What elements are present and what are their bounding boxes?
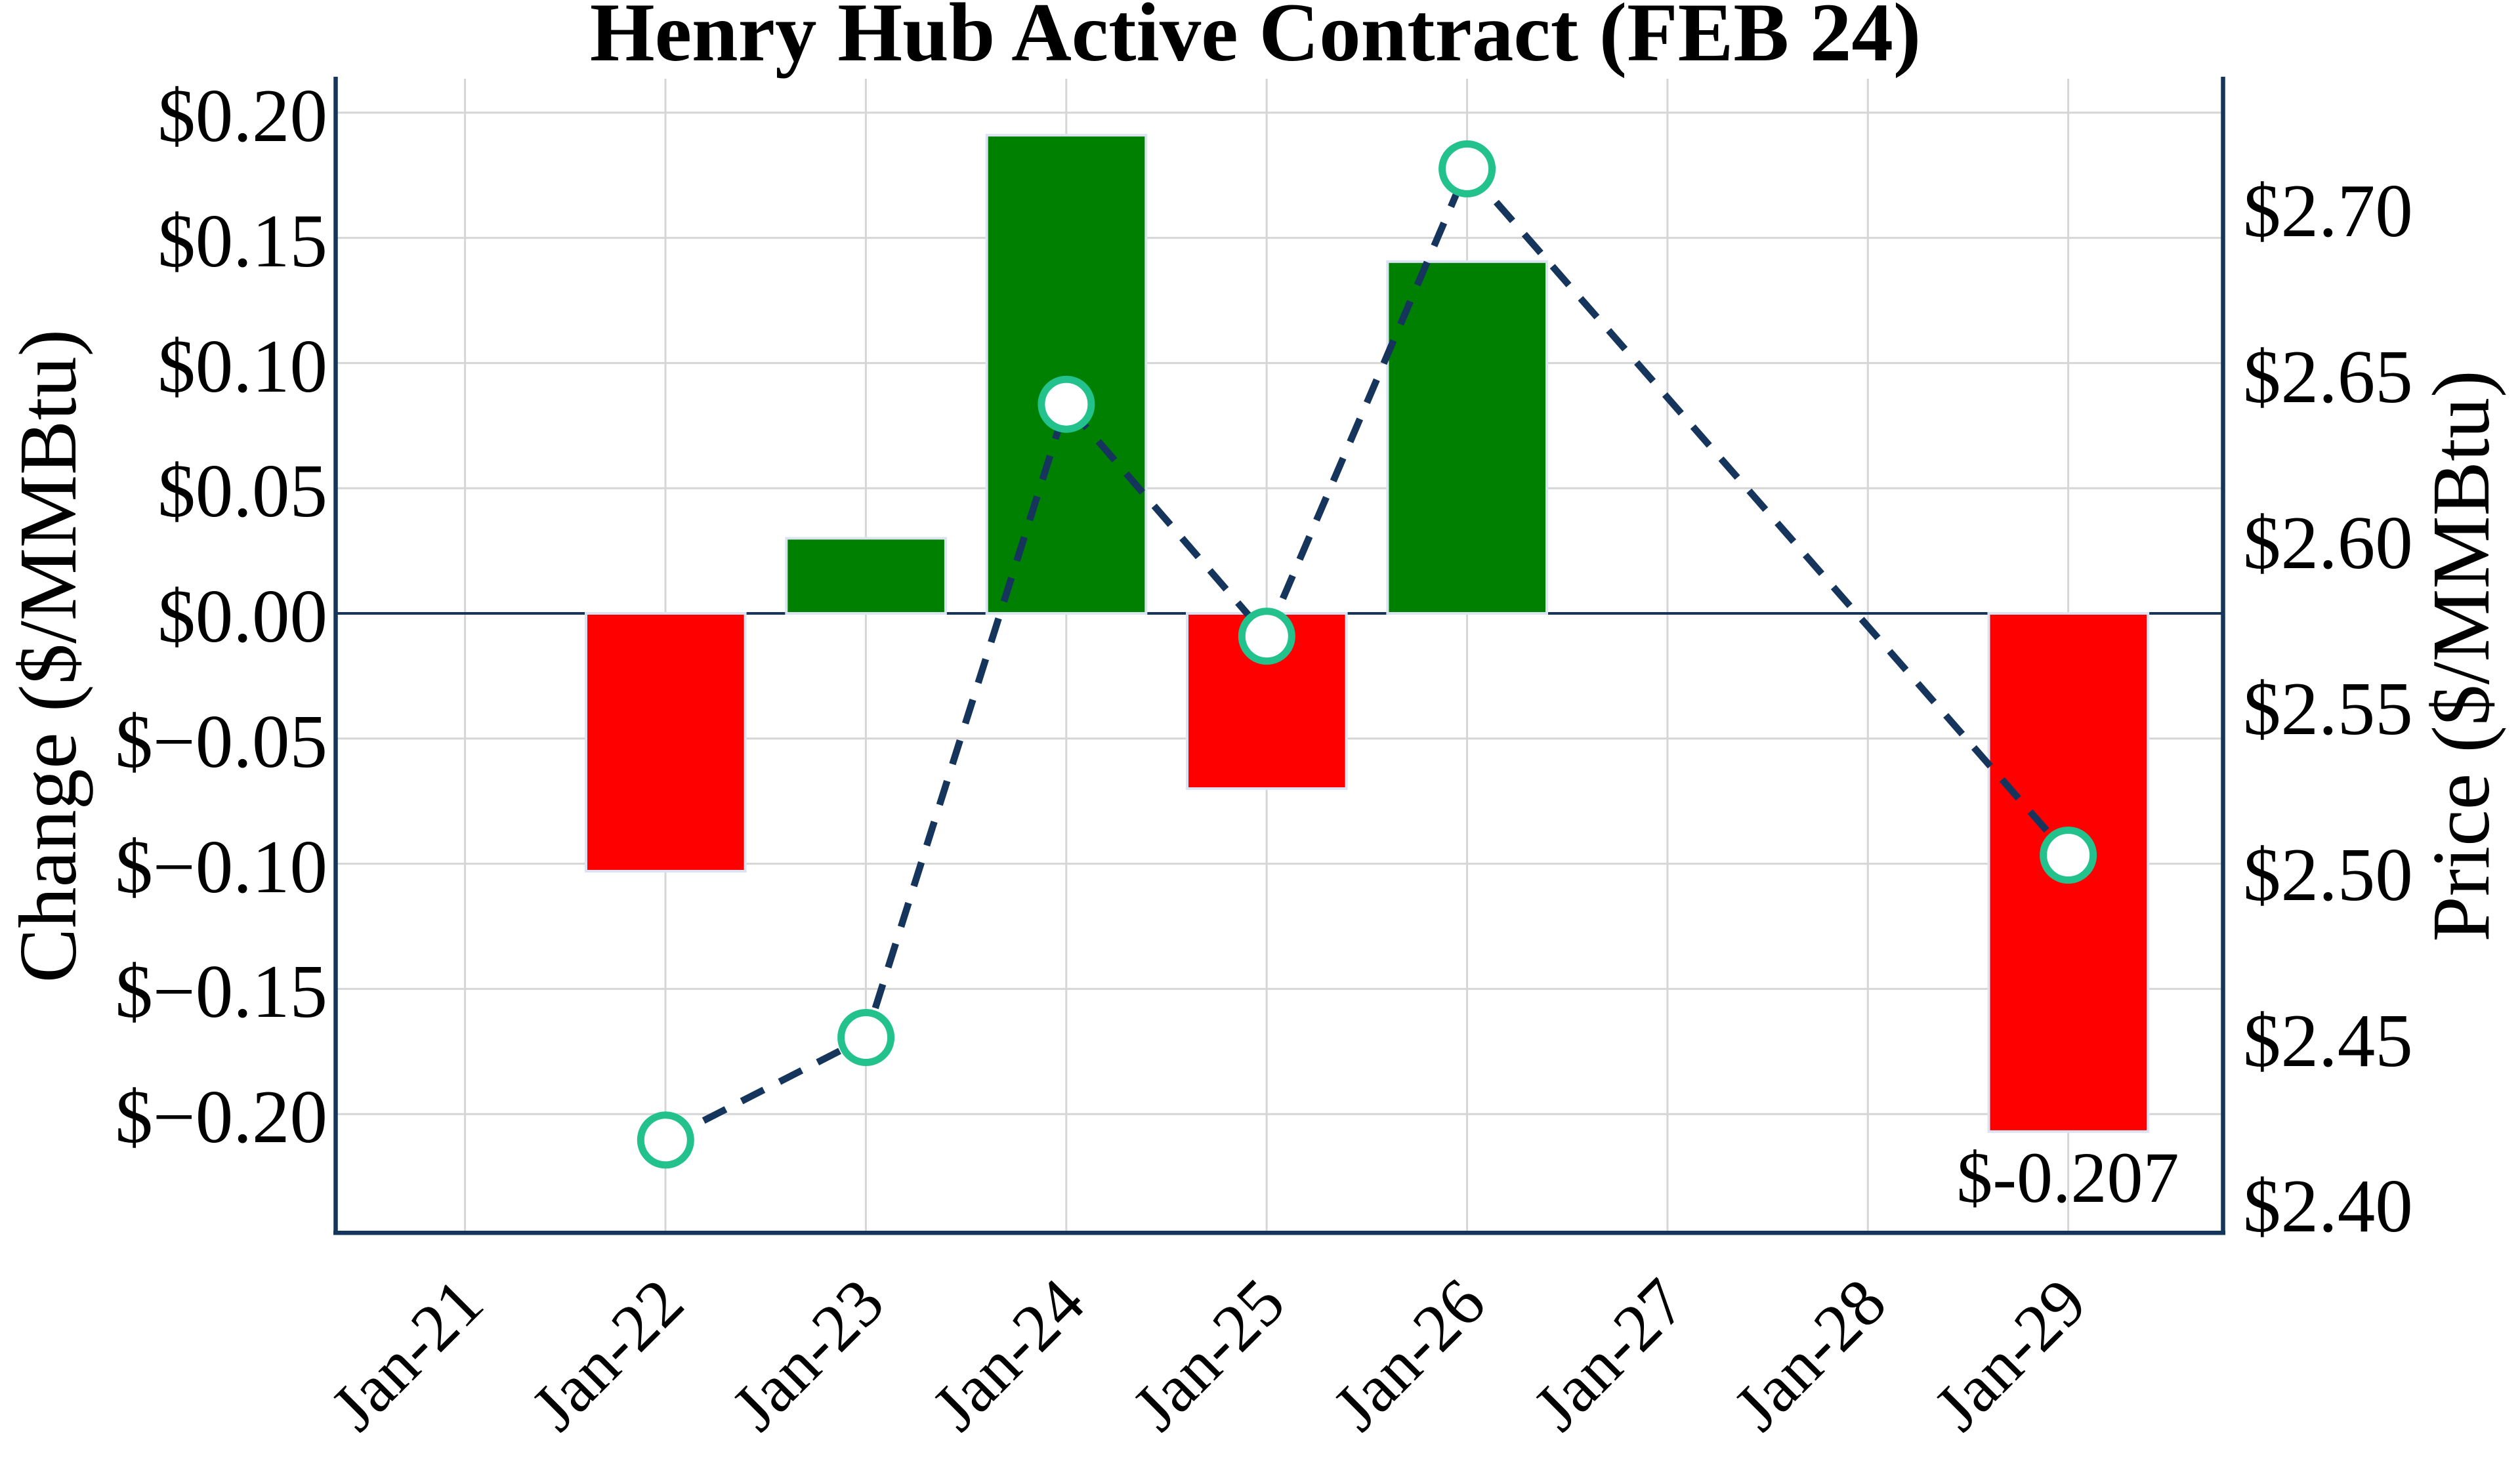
svg-text:$2.70: $2.70: [2243, 169, 2413, 253]
svg-text:Price ($/MMBtu): Price ($/MMBtu): [2416, 370, 2507, 941]
svg-text:$2.55: $2.55: [2243, 667, 2413, 750]
svg-text:$−0.20: $−0.20: [115, 1075, 327, 1159]
svg-text:$−0.05: $−0.05: [115, 700, 327, 783]
svg-text:$2.60: $2.60: [2243, 501, 2413, 585]
svg-text:$0.05: $0.05: [158, 449, 327, 533]
svg-text:$0.15: $0.15: [158, 199, 327, 283]
svg-text:$2.40: $2.40: [2243, 1164, 2413, 1248]
svg-text:$0.10: $0.10: [158, 325, 327, 408]
svg-text:$0.00: $0.00: [158, 575, 327, 658]
svg-text:$−0.15: $−0.15: [115, 950, 327, 1033]
svg-text:$-0.207: $-0.207: [1956, 1138, 2179, 1218]
svg-text:$2.45: $2.45: [2243, 999, 2413, 1082]
svg-text:Change ($/MMBtu): Change ($/MMBtu): [3, 329, 94, 983]
svg-text:$2.65: $2.65: [2243, 335, 2413, 419]
svg-text:Henry Hub Active Contract (FEB: Henry Hub Active Contract (FEB 24): [590, 0, 1921, 79]
svg-text:$−0.10: $−0.10: [115, 825, 327, 909]
svg-text:$2.50: $2.50: [2243, 833, 2413, 916]
svg-text:$0.20: $0.20: [158, 74, 327, 157]
